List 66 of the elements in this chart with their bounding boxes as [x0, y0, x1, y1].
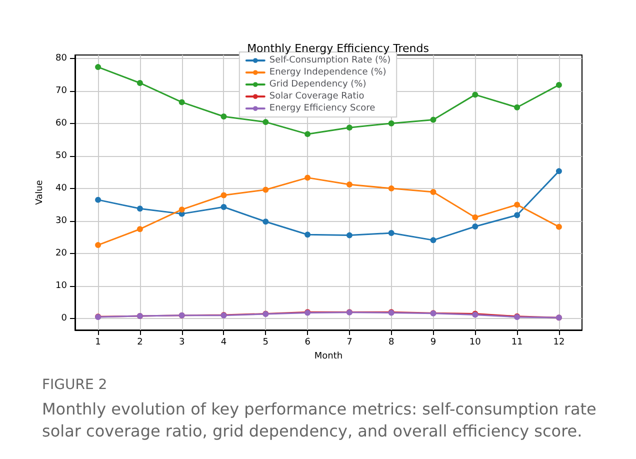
point: [220, 204, 227, 210]
x-tick-label: 8: [388, 338, 394, 348]
x-tick-label: 1: [95, 338, 101, 348]
point: [388, 230, 394, 236]
point: [472, 224, 478, 230]
x-tick-label: 11: [511, 338, 523, 348]
y-tick-label: 50: [56, 150, 68, 161]
x-tick-label: 10: [469, 338, 482, 348]
point: [220, 114, 227, 120]
point: [136, 206, 143, 212]
legend-label: Energy Efficiency Score: [269, 104, 376, 114]
y-tick-label: 70: [56, 86, 68, 96]
point: [262, 119, 269, 126]
x-tick-label: 12: [553, 338, 565, 348]
point: [304, 174, 311, 181]
point: [304, 232, 311, 238]
point: [178, 99, 185, 106]
x-axis-title: Month: [314, 351, 343, 362]
y-tick-label: 10: [56, 281, 68, 292]
point: [304, 131, 311, 138]
point: [514, 212, 520, 218]
point: [95, 242, 102, 248]
y-tick-label: 40: [56, 183, 68, 194]
point: [514, 202, 520, 208]
point: [136, 226, 143, 232]
text: Monthly evolution of key performance metrics: self-consumption rate solar coverage ratio, grid dependency, and overall efficiency score.: [42, 400, 602, 440]
x-tick-label: 7: [346, 338, 352, 348]
caption: FIGURE 2: [42, 377, 108, 393]
chart-title: Monthly Energy Efficiency Trends: [247, 42, 430, 55]
x-tick-label: 5: [262, 338, 269, 348]
point: [388, 185, 394, 192]
point: [346, 182, 352, 188]
point: [262, 218, 269, 225]
y-axis-title: Value: [35, 180, 46, 205]
point: [388, 120, 394, 126]
x-tick-label: 6: [304, 338, 311, 348]
x-tick-label: 3: [178, 338, 185, 348]
point: [556, 224, 562, 230]
point: [472, 92, 478, 98]
point: [430, 189, 436, 196]
point: [430, 116, 436, 123]
point: [136, 80, 143, 86]
x-tick-label: 4: [220, 338, 227, 348]
y-tick-label: 60: [56, 118, 68, 128]
y-tick-label: 80: [56, 53, 68, 64]
x-tick-label: 9: [430, 338, 436, 348]
legend-label: Grid Dependency (%): [269, 80, 366, 90]
point: [556, 168, 562, 174]
point: [346, 232, 352, 238]
point: [220, 192, 227, 198]
point: [262, 186, 269, 193]
legend-label: Self-Consumption Rate (%): [269, 56, 391, 66]
legend-label: Solar Coverage Ratio: [269, 92, 365, 102]
point: [472, 214, 478, 220]
y-tick-label: 20: [56, 248, 68, 259]
point: [514, 104, 520, 110]
y-tick-label: 30: [56, 216, 68, 226]
x-tick-label: 2: [137, 338, 143, 348]
point: [346, 124, 352, 131]
point: [178, 206, 185, 213]
point: [95, 64, 102, 70]
point: [556, 82, 562, 88]
y-tick-label: 0: [61, 314, 68, 324]
point: [430, 237, 436, 244]
point: [95, 196, 102, 203]
legend-label: Energy Independence (%): [269, 68, 386, 78]
